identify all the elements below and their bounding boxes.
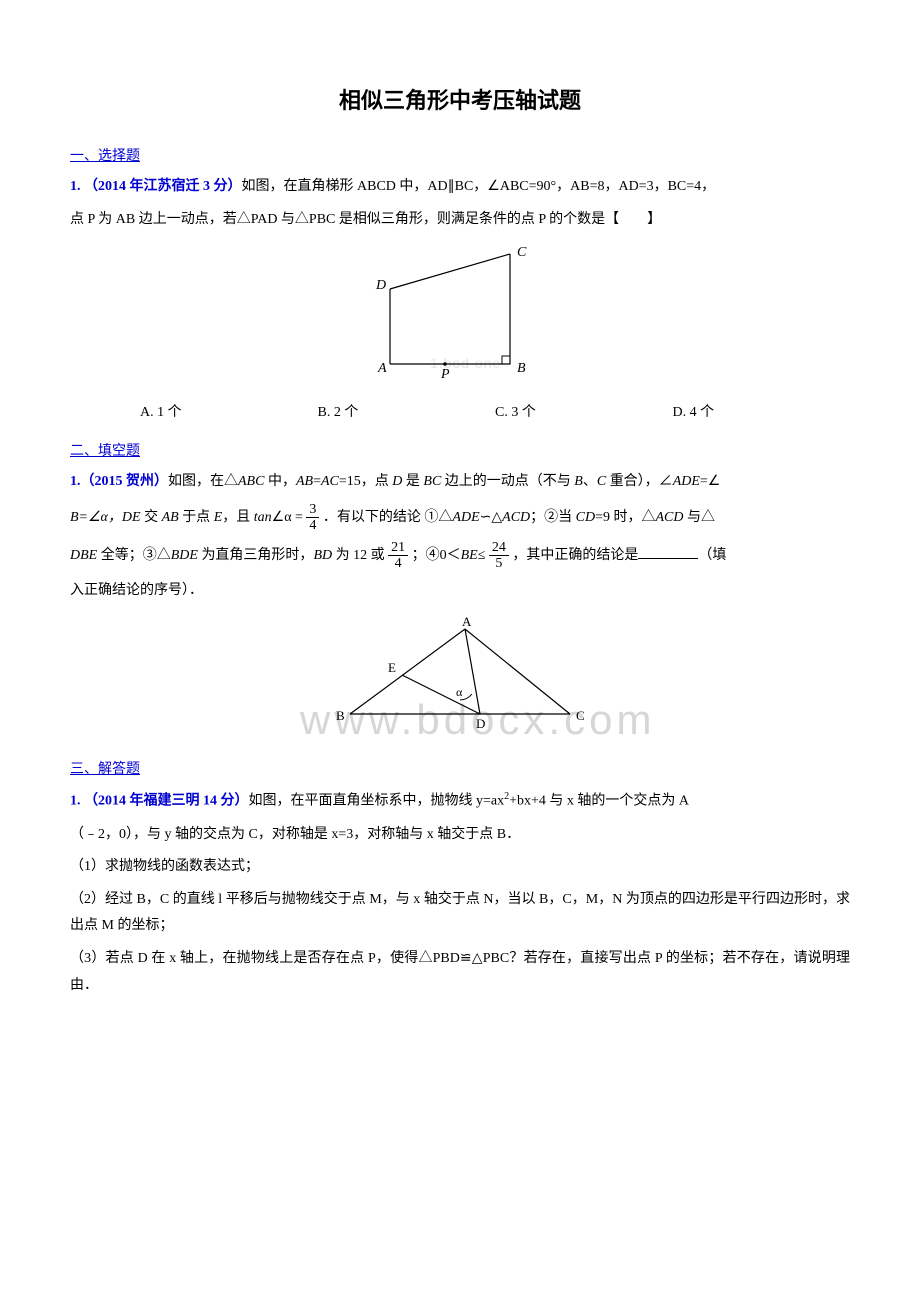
svg-text:C: C <box>576 708 585 723</box>
q2-num: 1. <box>70 474 81 489</box>
q3-part2: （2）经过 B，C 的直线 l 平移后与抛物线交于点 M，与 x 轴交于点 N，… <box>70 887 850 940</box>
frac-21-4: 214 <box>388 540 408 572</box>
q2-line1: 1.（2015 贺州）如图，在△ABC 中，AB=AC=15，点 D 是 BC … <box>70 469 850 496</box>
q2-line2: B=∠α，DE 交 AB 于点 E，且 tan∠α = 34 ．有以下的结论 ①… <box>70 502 850 534</box>
q2-figure: A B C D E α <box>70 614 850 745</box>
q3-part3: （3）若点 D 在 x 轴上，在抛物线上是否存在点 P，使得△PBD≌△PBC？… <box>70 946 850 999</box>
q3-stem-line1: 1. （2014 年福建三明 14 分）如图，在平面直角坐标系中，抛物线 y=a… <box>70 787 850 815</box>
q1-stem-line1: 1. （2014 年江苏宿迁 3 分）如图，在直角梯形 ABCD 中，AD∥BC… <box>70 174 850 201</box>
svg-text:P: P <box>440 367 450 382</box>
q2-line3: DBE 全等；③△BDE 为直角三角形时，BD 为 12 或 214 ；④0＜B… <box>70 540 850 572</box>
svg-text:B: B <box>336 708 345 723</box>
q1-src: （2014 年江苏宿迁 3 分） <box>84 179 242 194</box>
section-mc-head: 一、选择题 <box>70 142 850 169</box>
q1-choice-b: B. 2 个 <box>318 400 496 427</box>
frac-3-4: 34 <box>306 502 319 534</box>
svg-text:D: D <box>476 716 485 731</box>
q1-choices: A. 1 个 B. 2 个 C. 3 个 D. 4 个 <box>70 400 850 427</box>
page-title: 相似三角形中考压轴试题 <box>70 80 850 122</box>
q1-stem-line2: 点 P 为 AB 边上一动点，若△PAD 与△PBC 是相似三角形，则满足条件的… <box>70 207 850 234</box>
q1-choice-d: D. 4 个 <box>673 400 851 427</box>
svg-text:B: B <box>517 361 526 376</box>
q1-figure: A B C D P <box>70 244 850 395</box>
q1-num: 1. <box>70 179 84 194</box>
q3-num: 1. <box>70 794 84 809</box>
q3-src: （2014 年福建三明 14 分） <box>84 794 249 809</box>
section-long-head: 三、解答题 <box>70 755 850 782</box>
q1-choice-a: A. 1 个 <box>140 400 318 427</box>
svg-text:α: α <box>456 685 463 699</box>
q2-src: （2015 贺州） <box>81 474 169 489</box>
svg-text:C: C <box>517 245 527 260</box>
answer-blank <box>638 545 698 559</box>
q1-text-a: 如图，在直角梯形 ABCD 中，AD∥BC，∠ABC=90°，AB=8，AD=3… <box>242 179 716 194</box>
frac-24-5: 245 <box>489 540 509 572</box>
svg-text:A: A <box>377 361 387 376</box>
q1-choice-c: C. 3 个 <box>495 400 673 427</box>
q2-line4: 入正确结论的序号）． <box>70 578 850 605</box>
q3-stem-line2: （﹣2，0），与 y 轴的交点为 C，对称轴是 x=3，对称轴与 x 轴交于点 … <box>70 822 850 849</box>
svg-text:E: E <box>388 660 396 675</box>
section-fill-head: 二、填空题 <box>70 437 850 464</box>
svg-text:A: A <box>462 614 472 629</box>
svg-text:D: D <box>375 278 386 293</box>
q3-part1: （1）求抛物线的函数表达式； <box>70 854 850 881</box>
